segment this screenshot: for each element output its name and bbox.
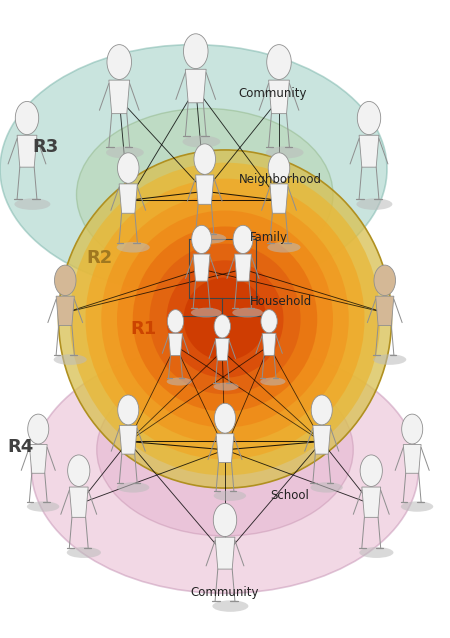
Circle shape	[54, 265, 76, 295]
Text: Community: Community	[238, 87, 307, 100]
Circle shape	[268, 152, 290, 183]
Circle shape	[28, 414, 49, 444]
Circle shape	[184, 34, 208, 69]
Ellipse shape	[27, 501, 59, 512]
Text: R1: R1	[131, 320, 157, 338]
Text: Family: Family	[250, 231, 288, 244]
Text: Community: Community	[191, 586, 259, 598]
Ellipse shape	[117, 482, 149, 493]
Text: R4: R4	[8, 438, 34, 456]
Circle shape	[261, 309, 277, 333]
Ellipse shape	[58, 150, 392, 488]
Ellipse shape	[117, 211, 333, 427]
Ellipse shape	[117, 242, 150, 253]
Ellipse shape	[67, 547, 101, 558]
Ellipse shape	[14, 198, 50, 210]
Ellipse shape	[76, 108, 333, 281]
Ellipse shape	[101, 195, 349, 443]
Polygon shape	[270, 184, 288, 213]
Polygon shape	[234, 254, 252, 281]
Ellipse shape	[260, 378, 285, 385]
Circle shape	[68, 455, 90, 486]
Text: Household: Household	[250, 295, 312, 308]
Circle shape	[117, 152, 139, 183]
Polygon shape	[359, 135, 379, 167]
Ellipse shape	[183, 136, 220, 147]
Ellipse shape	[401, 501, 433, 512]
Circle shape	[357, 101, 381, 135]
Circle shape	[214, 315, 230, 338]
Polygon shape	[119, 184, 137, 213]
Polygon shape	[119, 426, 137, 454]
Polygon shape	[376, 296, 394, 325]
Ellipse shape	[70, 163, 380, 475]
Polygon shape	[17, 135, 37, 167]
Circle shape	[267, 45, 291, 80]
Ellipse shape	[356, 198, 392, 210]
Ellipse shape	[106, 147, 144, 158]
Polygon shape	[185, 70, 206, 103]
Polygon shape	[269, 80, 289, 114]
Circle shape	[311, 395, 332, 425]
Ellipse shape	[266, 147, 304, 158]
Polygon shape	[196, 175, 214, 204]
Polygon shape	[193, 254, 210, 281]
Text: School: School	[270, 489, 309, 502]
Polygon shape	[313, 426, 331, 454]
Ellipse shape	[149, 244, 301, 394]
Text: R2: R2	[86, 249, 112, 267]
Circle shape	[167, 309, 184, 333]
Polygon shape	[69, 487, 88, 517]
Polygon shape	[403, 445, 421, 473]
Ellipse shape	[267, 242, 301, 253]
Circle shape	[360, 455, 382, 486]
Circle shape	[192, 225, 211, 253]
Ellipse shape	[166, 378, 192, 385]
Ellipse shape	[213, 383, 238, 390]
Ellipse shape	[0, 45, 387, 293]
Ellipse shape	[97, 364, 353, 536]
Ellipse shape	[86, 179, 365, 459]
Circle shape	[118, 395, 139, 425]
Circle shape	[402, 414, 423, 444]
Ellipse shape	[54, 354, 87, 365]
Circle shape	[215, 403, 235, 433]
Polygon shape	[216, 338, 229, 360]
Polygon shape	[56, 296, 74, 325]
Circle shape	[107, 45, 131, 80]
Text: Neighborhood: Neighborhood	[238, 174, 321, 186]
Polygon shape	[29, 445, 47, 473]
Circle shape	[213, 503, 237, 537]
Ellipse shape	[373, 354, 406, 365]
Ellipse shape	[184, 278, 266, 360]
Polygon shape	[109, 80, 130, 114]
Ellipse shape	[359, 547, 393, 558]
Ellipse shape	[133, 226, 317, 412]
Circle shape	[194, 144, 216, 174]
Ellipse shape	[310, 482, 343, 493]
Polygon shape	[362, 487, 381, 517]
Ellipse shape	[214, 491, 246, 501]
Ellipse shape	[32, 345, 419, 593]
Ellipse shape	[166, 260, 284, 378]
Circle shape	[374, 265, 396, 295]
Polygon shape	[262, 333, 276, 355]
Text: R3: R3	[32, 138, 58, 156]
Ellipse shape	[193, 233, 226, 244]
Polygon shape	[215, 537, 235, 569]
Circle shape	[15, 101, 39, 135]
Circle shape	[233, 225, 253, 253]
Ellipse shape	[212, 600, 248, 612]
Polygon shape	[169, 333, 182, 355]
Ellipse shape	[232, 308, 263, 318]
Polygon shape	[216, 434, 234, 463]
Ellipse shape	[191, 308, 221, 318]
